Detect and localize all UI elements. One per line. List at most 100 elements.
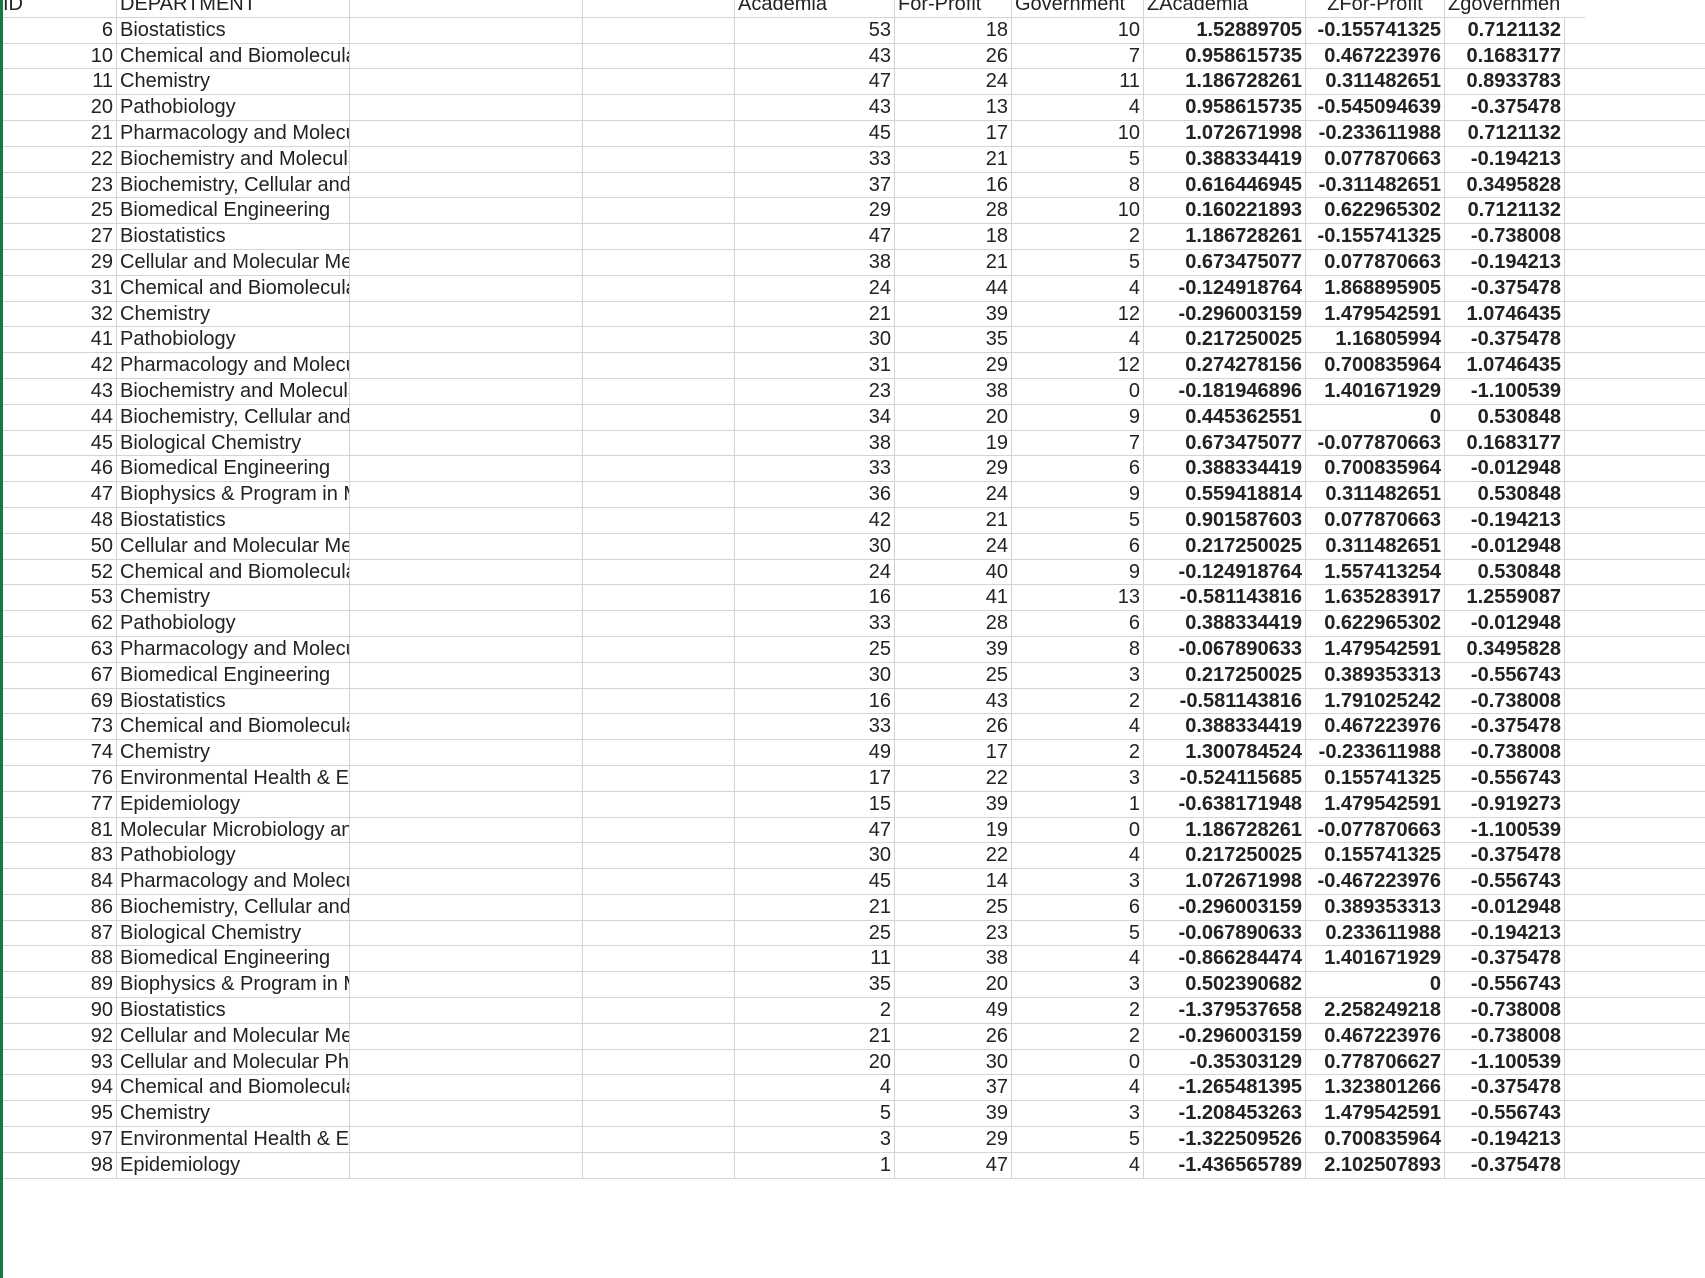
cell-department[interactable]: Pharmacology and Molecular Sciences: [117, 636, 350, 663]
cell-z-academia[interactable]: -1.322509526: [1144, 1127, 1306, 1153]
cell-z-academia[interactable]: 0.217250025: [1144, 843, 1306, 870]
empty-cell[interactable]: [583, 249, 735, 276]
cell-id[interactable]: 23: [0, 172, 117, 199]
cell-id[interactable]: 6: [0, 17, 117, 44]
empty-cell[interactable]: [1565, 1050, 1705, 1076]
cell-for-profit[interactable]: 28: [895, 611, 1012, 637]
cell-z-for-profit[interactable]: 0.155741325: [1306, 765, 1445, 792]
cell-z-for-profit[interactable]: 0.311482651: [1306, 69, 1445, 96]
cell-z-academia[interactable]: -0.124918764: [1144, 275, 1306, 302]
cell-department[interactable]: Biochemistry and Molecular Biology: [117, 378, 350, 405]
cell-z-academia[interactable]: -0.067890633: [1144, 636, 1306, 663]
cell-government[interactable]: 4: [1012, 843, 1144, 870]
empty-cell[interactable]: [583, 327, 735, 354]
cell-z-government[interactable]: -0.375478: [1445, 1075, 1565, 1102]
cell-for-profit[interactable]: 26: [895, 1023, 1012, 1050]
cell-z-for-profit[interactable]: -0.467223976: [1306, 869, 1445, 895]
cell-id[interactable]: 52: [0, 559, 117, 586]
empty-cell[interactable]: [583, 946, 735, 973]
cell-z-academia[interactable]: -0.296003159: [1144, 894, 1306, 921]
cell-department[interactable]: Biological Chemistry: [117, 920, 350, 947]
cell-department[interactable]: Pathobiology: [117, 95, 350, 121]
cell-z-for-profit[interactable]: 0.467223976: [1306, 1023, 1445, 1050]
empty-cell[interactable]: [350, 275, 583, 302]
empty-cell[interactable]: [1565, 818, 1705, 844]
cell-academia[interactable]: 37: [735, 172, 895, 199]
cell-z-for-profit[interactable]: 1.479542591: [1306, 791, 1445, 818]
empty-cell[interactable]: [350, 507, 583, 534]
cell-for-profit[interactable]: 22: [895, 843, 1012, 870]
cell-for-profit[interactable]: 26: [895, 714, 1012, 741]
cell-government[interactable]: 5: [1012, 249, 1144, 276]
cell-academia[interactable]: 17: [735, 765, 895, 792]
empty-cell[interactable]: [1565, 302, 1705, 328]
cell-for-profit[interactable]: 43: [895, 688, 1012, 715]
cell-z-for-profit[interactable]: 1.479542591: [1306, 636, 1445, 663]
cell-z-government[interactable]: -1.100539: [1445, 1049, 1565, 1076]
empty-cell[interactable]: [583, 791, 735, 818]
cell-id[interactable]: 45: [0, 430, 117, 457]
cell-government[interactable]: 7: [1012, 43, 1144, 70]
empty-cell[interactable]: [350, 69, 583, 96]
cell-z-government[interactable]: -0.738008: [1445, 740, 1565, 766]
cell-z-for-profit[interactable]: -0.077870663: [1306, 817, 1445, 844]
empty-cell[interactable]: [583, 714, 735, 741]
cell-id[interactable]: 84: [0, 869, 117, 895]
cell-z-academia[interactable]: 1.300784524: [1144, 740, 1306, 766]
cell-academia[interactable]: 20: [735, 1049, 895, 1076]
empty-cell[interactable]: [350, 1152, 583, 1179]
empty-cell[interactable]: [583, 95, 735, 121]
cell-z-government[interactable]: -1.100539: [1445, 817, 1565, 844]
cell-for-profit[interactable]: 20: [895, 404, 1012, 431]
cell-department[interactable]: Pathobiology: [117, 327, 350, 354]
cell-z-for-profit[interactable]: -0.311482651: [1306, 172, 1445, 199]
cell-for-profit[interactable]: 28: [895, 198, 1012, 225]
cell-id[interactable]: 93: [0, 1049, 117, 1076]
empty-cell[interactable]: [583, 43, 735, 70]
cell-id[interactable]: 88: [0, 946, 117, 973]
cell-for-profit[interactable]: 35: [895, 327, 1012, 354]
cell-id[interactable]: 98: [0, 1152, 117, 1179]
empty-cell[interactable]: [350, 378, 583, 405]
empty-cell[interactable]: [1565, 1024, 1705, 1050]
cell-for-profit[interactable]: 24: [895, 482, 1012, 508]
cell-academia[interactable]: 5: [735, 1101, 895, 1128]
empty-cell[interactable]: [1565, 869, 1705, 895]
cell-z-government[interactable]: -0.375478: [1445, 95, 1565, 121]
cell-z-government[interactable]: -0.738008: [1445, 998, 1565, 1024]
cell-for-profit[interactable]: 26: [895, 43, 1012, 70]
cell-government[interactable]: 9: [1012, 404, 1144, 431]
cell-z-for-profit[interactable]: -0.155741325: [1306, 224, 1445, 250]
cell-government[interactable]: 4: [1012, 275, 1144, 302]
cell-department[interactable]: Cellular and Molecular Medicine: [117, 533, 350, 560]
cell-for-profit[interactable]: 18: [895, 17, 1012, 44]
empty-cell[interactable]: [583, 172, 735, 199]
empty-cell[interactable]: [1565, 431, 1705, 457]
cell-z-for-profit[interactable]: 0.077870663: [1306, 146, 1445, 173]
cell-z-academia[interactable]: 0.673475077: [1144, 430, 1306, 457]
cell-z-for-profit[interactable]: 0.622965302: [1306, 611, 1445, 637]
cell-z-academia[interactable]: 0.958615735: [1144, 43, 1306, 70]
cell-z-government[interactable]: -0.012948: [1445, 456, 1565, 483]
empty-cell[interactable]: [350, 43, 583, 70]
empty-cell[interactable]: [583, 843, 735, 870]
cell-id[interactable]: 21: [0, 120, 117, 147]
cell-government[interactable]: 13: [1012, 585, 1144, 612]
cell-department[interactable]: Chemical and Biomolecular Engineering: [117, 714, 350, 741]
cell-id[interactable]: 32: [0, 301, 117, 328]
cell-department[interactable]: Biochemistry, Cellular and Molecular Bio…: [117, 172, 350, 199]
empty-cell[interactable]: [1565, 250, 1705, 276]
cell-z-for-profit[interactable]: 1.16805994: [1306, 327, 1445, 354]
empty-cell[interactable]: [1565, 766, 1705, 792]
cell-academia[interactable]: 53: [735, 17, 895, 44]
empty-cell[interactable]: [1565, 792, 1705, 818]
empty-cell[interactable]: [583, 378, 735, 405]
cell-department[interactable]: Biomedical Engineering: [117, 946, 350, 973]
empty-cell[interactable]: [583, 275, 735, 302]
cell-for-profit[interactable]: 22: [895, 765, 1012, 792]
cell-z-government[interactable]: 1.2559087: [1445, 585, 1565, 612]
cell-for-profit[interactable]: 17: [895, 120, 1012, 147]
cell-department[interactable]: Biostatistics: [117, 224, 350, 250]
empty-cell[interactable]: [350, 843, 583, 870]
cell-z-government[interactable]: -0.556743: [1445, 869, 1565, 895]
